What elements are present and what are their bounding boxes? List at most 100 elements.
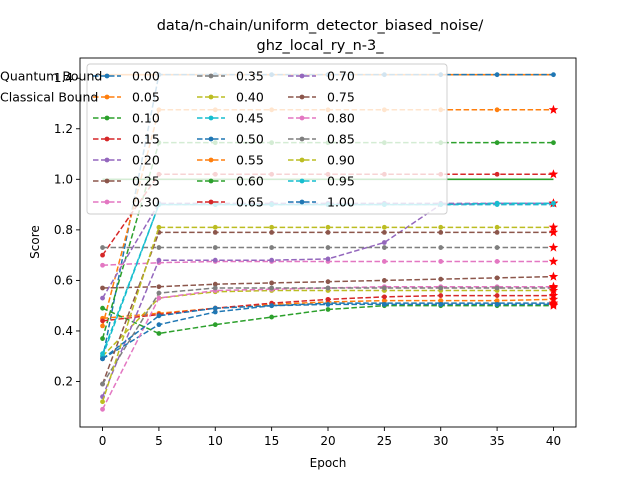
- series-point-0.10-7: [494, 140, 500, 146]
- series-point-0.85-0: [100, 381, 105, 387]
- legend-label: 0.05: [132, 90, 160, 105]
- series-0.85: [100, 282, 559, 387]
- y-tick-label-6: 1.4: [54, 71, 73, 85]
- legend-entry-0.10: 0.10: [93, 111, 160, 126]
- legend-box: [86, 63, 448, 215]
- legend-entry-classical-bound: Classical Bound: [0, 90, 98, 105]
- y-tick-label-3: 0.8: [54, 223, 73, 237]
- legend-entry-0.45: 0.45: [197, 111, 264, 126]
- series-point-0.60-1: [156, 331, 162, 336]
- series-point-0.25-2: [212, 281, 218, 287]
- series-point-0.90-6: [438, 224, 444, 230]
- series-point-0.35-5: [381, 245, 387, 250]
- series-end-star-0.05: [548, 104, 559, 114]
- series-point-1.00-3: [269, 303, 275, 309]
- chart-title-line-1: data/n-chain/uniform_detector_biased_noi…: [157, 18, 484, 34]
- series-point-1.00-7: [494, 302, 500, 307]
- series-point-0.65-5: [381, 294, 387, 300]
- y-axis-label: Score: [28, 225, 42, 259]
- legend-label: 0.40: [236, 90, 264, 105]
- series-point-0.85-3: [269, 285, 275, 291]
- legend-entry-0.35: 0.35: [197, 69, 264, 84]
- legend-entry-0.05: 0.05: [93, 90, 160, 105]
- series-end-star-0.15: [548, 169, 559, 179]
- series-point-0.75-4: [325, 229, 331, 235]
- y-tick-label-0: 0.2: [54, 375, 73, 389]
- series-point-1.00-6: [438, 302, 444, 307]
- series-point-0.30-0: [100, 262, 105, 268]
- series-point-0.65-6: [438, 293, 444, 298]
- legend-entry-0.95: 0.95: [288, 174, 355, 189]
- series-point-0.00-8: [551, 72, 556, 78]
- series-0.90: [100, 222, 559, 405]
- series-point-0.90-5: [381, 224, 387, 230]
- legend-entry-0.55: 0.55: [197, 153, 264, 168]
- series-point-0.85-4: [325, 285, 331, 291]
- series-point-0.35-1: [156, 245, 162, 250]
- series-point-0.75-6: [438, 229, 444, 235]
- chart-title-line-2: ghz_local_ry_n-3_: [257, 38, 385, 54]
- series-point-0.90-2: [212, 224, 218, 230]
- series-point-0.95-0: [100, 351, 105, 357]
- series-point-0.05-7: [494, 107, 500, 113]
- series-point-0.60-2: [212, 322, 218, 328]
- legend-label: 0.25: [132, 174, 160, 189]
- series-end-star-0.35: [548, 242, 559, 252]
- series-point-0.00-7: [494, 72, 500, 78]
- legend: 0.00 0.05 0.10 0.15 0.20 0.25 0.30 0.35 0.40 0.45…: [0, 63, 448, 215]
- legend-label: Classical Bound: [0, 90, 98, 105]
- legend-swatch-marker: [104, 94, 110, 100]
- legend-swatch-marker: [104, 115, 110, 121]
- legend-swatch-marker: [208, 157, 214, 163]
- series-point-1.00-0: [100, 356, 105, 362]
- series-point-0.90-1: [156, 224, 162, 230]
- series-point-0.60-4: [325, 307, 331, 312]
- y-tick-label-2: 0.6: [54, 273, 73, 287]
- series-end-star-0.25: [548, 271, 559, 281]
- legend-swatch-marker: [208, 178, 214, 184]
- series-point-0.85-5: [381, 285, 387, 291]
- x-tick-label-0: 0: [99, 434, 107, 448]
- legend-label: 0.00: [132, 69, 160, 84]
- legend-entry-0.50: 0.50: [197, 132, 264, 147]
- series-end-star-0.90: [548, 222, 559, 232]
- series-end-star-0.65: [548, 290, 559, 300]
- legend-swatch-marker: [299, 157, 305, 163]
- legend-label: 0.80: [327, 111, 355, 126]
- series-point-0.15-0: [100, 252, 105, 258]
- legend-label: 0.60: [236, 174, 264, 189]
- series-point-0.75-3: [269, 229, 275, 235]
- legend-label: 1.00: [327, 195, 355, 210]
- series-point-0.25-6: [438, 276, 444, 282]
- x-tick-label-5: 25: [377, 434, 392, 448]
- series-point-0.35-6: [438, 245, 444, 250]
- legend-label: 0.85: [327, 132, 355, 147]
- legend-swatch-marker: [208, 73, 214, 79]
- x-tick-label-6: 30: [433, 434, 448, 448]
- legend-swatch-marker: [208, 115, 214, 121]
- series-point-0.30-7: [494, 259, 500, 264]
- series-point-0.50-1: [156, 322, 162, 328]
- series-point-0.35-0: [100, 245, 105, 250]
- legend-label: 0.70: [327, 69, 355, 84]
- series-point-0.85-2: [212, 285, 218, 291]
- series-point-0.10-0: [100, 336, 105, 341]
- x-tick-label-1: 5: [155, 434, 163, 448]
- series-0.25: [100, 271, 559, 291]
- series-point-0.35-2: [212, 245, 218, 250]
- series-line-0.80: [101, 285, 554, 410]
- series-point-0.25-7: [494, 275, 500, 281]
- series-point-0.90-0: [100, 399, 105, 405]
- series-point-0.80-0: [100, 406, 105, 412]
- series-point-0.85-1: [156, 290, 162, 296]
- legend-label: 0.65: [236, 195, 264, 210]
- legend-label: 0.10: [132, 111, 160, 126]
- series-point-0.95-7: [494, 200, 500, 206]
- x-axis-label: Epoch: [310, 456, 347, 470]
- series-point-0.35-4: [325, 245, 331, 250]
- series-point-0.70-2: [212, 257, 218, 263]
- series-point-0.90-4: [325, 224, 331, 230]
- legend-entry-0.00: 0.00: [93, 69, 160, 84]
- legend-entry-0.90: 0.90: [288, 153, 355, 168]
- series-point-0.50-2: [212, 309, 218, 315]
